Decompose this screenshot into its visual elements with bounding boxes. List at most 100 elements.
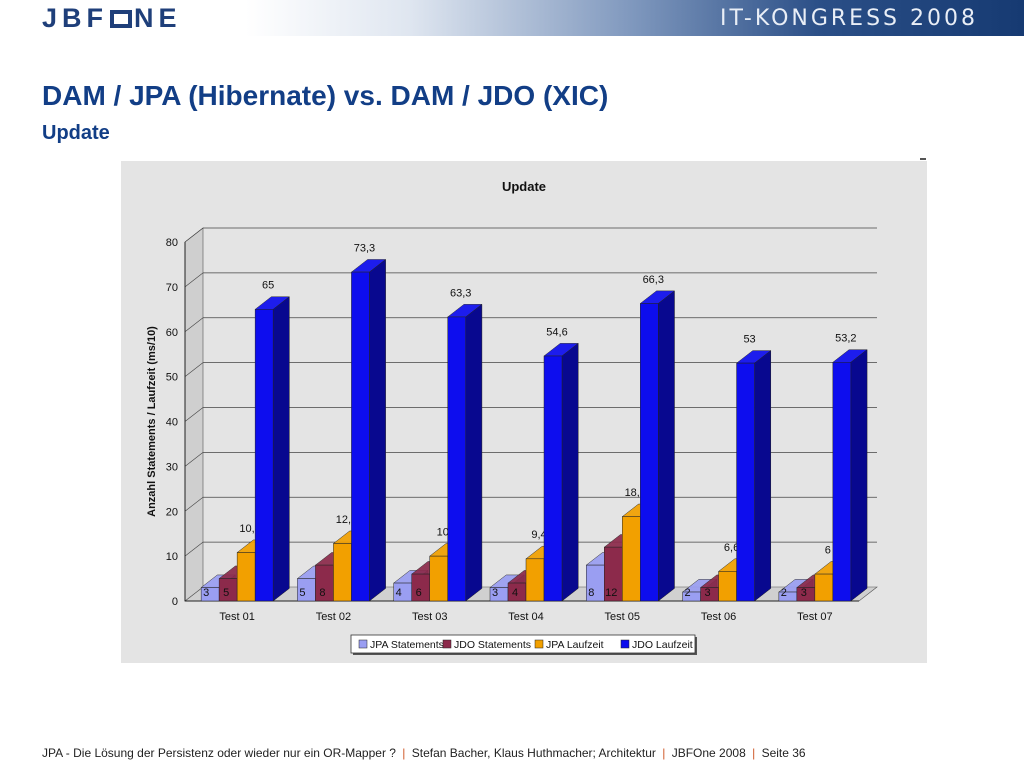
data-label: 9,4 bbox=[531, 529, 546, 541]
bar-front-face bbox=[447, 316, 466, 602]
bar-side-face bbox=[754, 350, 772, 602]
footer: JPA - Die Lösung der Persistenz oder wie… bbox=[42, 746, 806, 760]
data-label: 10 bbox=[437, 527, 449, 539]
bar-front-face bbox=[236, 552, 256, 602]
chart-corner-mark bbox=[920, 158, 926, 160]
y-tick-label: 80 bbox=[166, 237, 178, 249]
bar-front-face bbox=[254, 309, 274, 602]
bar-side-face bbox=[272, 296, 290, 602]
data-label: 65 bbox=[262, 280, 274, 292]
y-tick-label: 50 bbox=[166, 372, 178, 384]
legend-label: JPA Statements bbox=[370, 639, 444, 651]
x-tick-label: Test 03 bbox=[412, 611, 447, 623]
legend-box bbox=[350, 634, 696, 654]
legend-label: JDO Laufzeit bbox=[632, 639, 693, 651]
page-subtitle: Update bbox=[42, 122, 110, 144]
data-label: 6,6 bbox=[724, 542, 739, 554]
congress-label: IT-KONGRESS 2008 bbox=[720, 6, 978, 31]
chart-container: 0 10 20 30 40 50 60 70 80 Update Anzahl Statements… bbox=[121, 161, 927, 663]
gridline-depth bbox=[184, 362, 204, 377]
bar-front-face bbox=[333, 543, 352, 602]
gridline-depth bbox=[184, 541, 204, 557]
y-tick-label: 20 bbox=[166, 506, 178, 518]
data-label: 4 bbox=[512, 587, 518, 599]
jbfone-logo: JBF NE bbox=[42, 4, 182, 32]
gridline-depth bbox=[184, 317, 204, 332]
footer-separator: | bbox=[752, 746, 756, 760]
x-tick-label: Test 05 bbox=[605, 611, 640, 623]
data-label: 66,3 bbox=[643, 274, 664, 286]
data-label: 3 bbox=[492, 587, 498, 599]
y-axis-label: Anzahl Statements / Laufzeit (ms/10) bbox=[146, 326, 158, 517]
x-tick-label: Test 06 bbox=[701, 611, 736, 623]
page-title: DAM / JPA (Hibernate) vs. DAM / JDO (XIC… bbox=[42, 80, 609, 111]
data-label: 54,6 bbox=[546, 326, 567, 338]
logo-text-start: JBF bbox=[42, 3, 109, 33]
data-label: 6 bbox=[825, 544, 831, 556]
bar-front-face bbox=[718, 571, 737, 602]
legend-swatch bbox=[534, 639, 544, 649]
data-label: 12 bbox=[605, 587, 617, 599]
gridline-depth bbox=[184, 407, 204, 422]
x-tick-label: Test 01 bbox=[219, 611, 254, 623]
y-tick-label: 60 bbox=[166, 327, 178, 339]
bar-chart: 0 10 20 30 40 50 60 70 80 Update Anzahl Statements… bbox=[146, 179, 878, 655]
data-label: 4 bbox=[396, 587, 402, 599]
data-label: 8 bbox=[319, 587, 325, 599]
footer-event: JBFOne 2008 bbox=[671, 746, 746, 760]
legend-swatch bbox=[620, 639, 630, 649]
bar-front-face bbox=[622, 516, 641, 602]
y-tick-label: 40 bbox=[166, 417, 178, 429]
bar-front-face bbox=[640, 303, 659, 602]
bar-front-face bbox=[525, 558, 545, 602]
gridline-depth bbox=[184, 452, 204, 467]
gridline-depth bbox=[184, 227, 204, 243]
data-label: 53,2 bbox=[835, 333, 856, 345]
gridline-depth bbox=[184, 272, 204, 288]
data-label: 8 bbox=[588, 587, 594, 599]
logo-text-end: NE bbox=[134, 3, 182, 33]
data-label: 53 bbox=[743, 334, 755, 346]
bar-front-face bbox=[814, 573, 834, 602]
data-label: 6 bbox=[416, 587, 422, 599]
bar-front-face bbox=[351, 271, 370, 602]
footer-separator: | bbox=[662, 746, 666, 760]
data-label: 3 bbox=[203, 587, 209, 599]
footer-separator: | bbox=[402, 746, 406, 760]
x-tick-label: Test 04 bbox=[508, 611, 543, 623]
data-label: 63,3 bbox=[450, 287, 471, 299]
bar-side-face bbox=[369, 258, 386, 602]
y-tick-label: 70 bbox=[166, 282, 178, 294]
footer-page: Seite 36 bbox=[761, 746, 806, 760]
header-band bbox=[0, 0, 1024, 36]
y-tick-label: 0 bbox=[172, 596, 178, 608]
chart-title: Update bbox=[502, 179, 546, 194]
bar-side-face bbox=[561, 342, 579, 602]
bar-side-face bbox=[658, 290, 675, 602]
data-label: 3 bbox=[801, 587, 807, 599]
bar-front-face bbox=[832, 362, 852, 602]
legend-swatch bbox=[442, 639, 452, 649]
gridline-depth bbox=[184, 497, 204, 512]
footer-topic: JPA - Die Lösung der Persistenz oder wie… bbox=[42, 746, 396, 760]
y-tick-label: 30 bbox=[166, 461, 178, 473]
logo-o-mark bbox=[110, 10, 133, 28]
bar-side-face bbox=[850, 349, 868, 602]
legend-label: JPA Laufzeit bbox=[546, 639, 604, 651]
data-label: 5 bbox=[299, 587, 305, 599]
bar-front-face bbox=[543, 355, 563, 602]
bar-front-face bbox=[429, 555, 448, 602]
bar-side-face bbox=[465, 303, 483, 602]
data-label: 2 bbox=[781, 587, 787, 599]
data-label: 3 bbox=[705, 587, 711, 599]
bar-front-face bbox=[736, 362, 755, 602]
legend-swatch bbox=[358, 639, 368, 649]
legend-label: JDO Statements bbox=[454, 639, 531, 651]
data-label: 2 bbox=[685, 587, 691, 599]
x-tick-label: Test 07 bbox=[797, 611, 832, 623]
data-label: 73,3 bbox=[354, 242, 375, 254]
y-tick-label: 10 bbox=[166, 551, 178, 563]
data-label: 5 bbox=[223, 587, 229, 599]
footer-authors: Stefan Bacher, Klaus Huthmacher; Archite… bbox=[411, 746, 656, 760]
x-tick-label: Test 02 bbox=[316, 611, 351, 623]
